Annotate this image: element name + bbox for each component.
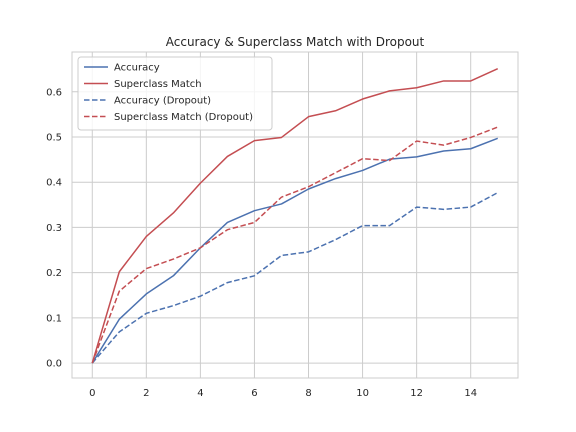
series-line-accuracy-dropout xyxy=(91,191,499,364)
x-tick-label: 6 xyxy=(251,388,257,399)
legend-label: Accuracy xyxy=(114,63,160,74)
legend-label: Accuracy (Dropout) xyxy=(114,96,211,107)
x-tick-label: 0 xyxy=(89,388,95,399)
y-tick-label: 0.6 xyxy=(46,87,62,98)
legend: Accuracy Superclass Match Accuracy (Dropou… xyxy=(77,56,273,131)
series-line-accuracy xyxy=(91,137,498,364)
x-tick-label: 4 xyxy=(197,388,203,399)
x-tick-label: 10 xyxy=(356,388,369,399)
x-tick-label: 14 xyxy=(464,388,477,399)
y-axis-ticks: 0.0 0.1 0.2 0.3 0.4 0.5 0.6 xyxy=(46,87,62,369)
x-tick-label: 8 xyxy=(305,388,311,399)
x-tick-label: 2 xyxy=(143,388,149,399)
legend-label: Superclass Match xyxy=(114,79,202,90)
y-tick-label: 0.0 xyxy=(46,359,62,370)
y-tick-label: 0.4 xyxy=(46,178,62,189)
y-tick-label: 0.1 xyxy=(46,313,62,324)
series-line-superclass-match-dropout xyxy=(91,126,498,364)
legend-label: Superclass Match (Dropout) xyxy=(114,112,253,123)
series-line-superclass-match xyxy=(91,68,499,364)
grid-lines xyxy=(72,52,518,378)
y-tick-label: 0.3 xyxy=(46,223,62,234)
plot-frame xyxy=(71,51,519,379)
x-tick-label: 12 xyxy=(410,388,423,399)
chart-title: Accuracy & Superclass Match with Dropout xyxy=(166,35,425,49)
y-tick-label: 0.5 xyxy=(46,133,62,144)
x-axis-ticks: 0 2 4 6 8 10 12 14 xyxy=(89,388,477,399)
series-lines xyxy=(91,68,499,364)
y-tick-label: 0.2 xyxy=(46,268,62,279)
legend-box xyxy=(77,56,273,131)
